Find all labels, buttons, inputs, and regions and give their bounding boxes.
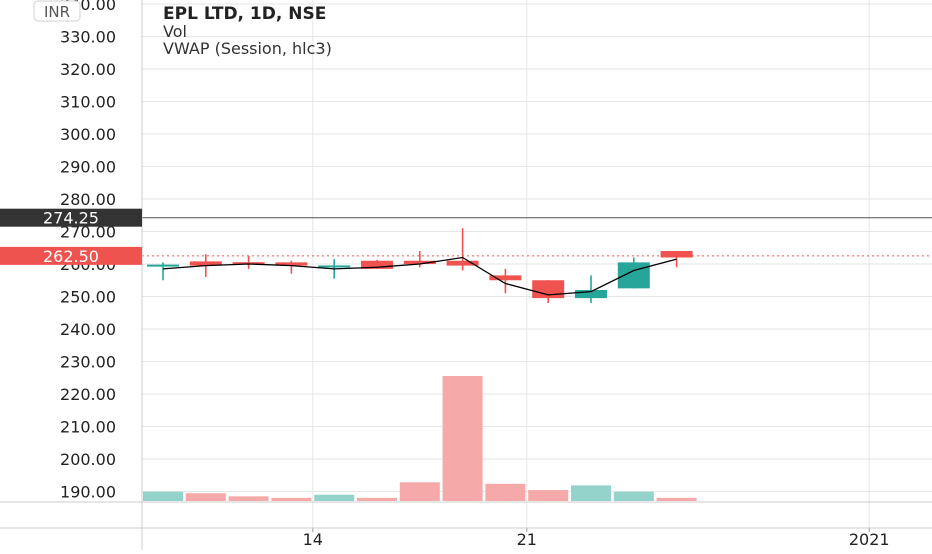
last-price-tag-box: [0, 246, 142, 265]
candle-body: [575, 290, 607, 299]
y-tick-label: 280.00: [60, 190, 116, 209]
volume-bar: [656, 497, 697, 501]
volume-bar: [314, 494, 355, 501]
candle-body: [147, 264, 179, 267]
candle-body: [275, 262, 308, 266]
volume-bar: [442, 376, 483, 501]
volume-bar: [613, 491, 654, 501]
volume-bar: [143, 491, 183, 501]
y-tick-label: 200.00: [60, 450, 116, 469]
y-tick-label: 220.00: [60, 385, 116, 404]
candle: [147, 262, 179, 281]
candle-body: [361, 260, 393, 269]
y-tick-label: 270.00: [60, 223, 116, 242]
candle: [489, 268, 522, 294]
candle-body: [403, 260, 436, 264]
grid: [142, 0, 932, 528]
legend[interactable]: EPL LTD, 1D, NSE Vol VWAP (Session, hlc3…: [163, 4, 332, 58]
legend-volume-label[interactable]: Vol: [163, 22, 187, 41]
y-tick-label: 240.00: [60, 320, 116, 339]
crosshair-price-tag-box: [0, 208, 142, 227]
y-tick-label: 290.00: [60, 158, 116, 177]
candle: [232, 255, 265, 269]
volume-bar: [357, 497, 397, 501]
legend-vwap-label[interactable]: VWAP (Session, hlc3): [163, 39, 332, 58]
candle: [446, 228, 479, 271]
volume-bars: [0, 376, 932, 503]
volume-bar: [528, 490, 569, 501]
candles: [147, 228, 693, 303]
y-tick-label: 310.00: [60, 93, 116, 112]
vwap-polyline: [162, 256, 677, 296]
x-tick-label: 14: [303, 530, 323, 549]
crosshair-price-value: 274.25: [43, 209, 99, 228]
volume-bar: [571, 485, 611, 501]
y-tick-label: 210.00: [60, 418, 116, 437]
candle-body: [318, 265, 351, 268]
last-price-value: 262.50: [43, 247, 99, 266]
y-tick-label: 300.00: [60, 125, 116, 144]
volume-bar: [185, 493, 226, 501]
vwap-line: [162, 256, 677, 296]
y-tick-label: 230.00: [60, 353, 116, 372]
x-tick-label: 2021: [849, 530, 890, 549]
currency-badge-label: INR: [44, 3, 70, 21]
y-tick-label: 320.00: [60, 60, 116, 79]
candle-body: [446, 260, 479, 266]
y-tick-label: 330.00: [60, 28, 116, 47]
candle-body: [232, 262, 265, 265]
crosshair-price-tag: 274.25: [0, 208, 142, 228]
time-axis[interactable]: 14 21 2021: [0, 527, 932, 549]
candle-body: [660, 251, 693, 258]
candle: [617, 257, 650, 289]
currency-badge-box[interactable]: [33, 0, 81, 22]
legend-symbol-title[interactable]: EPL LTD, 1D, NSE: [163, 4, 326, 24]
price-lines: [0, 217, 932, 257]
candle-body: [189, 261, 222, 266]
y-tick-label: 190.00: [60, 483, 116, 502]
candle: [575, 275, 607, 303]
candle-body: [489, 275, 522, 281]
x-tick-label: 21: [517, 530, 537, 549]
volume-bar: [485, 483, 526, 501]
currency-badge[interactable]: INR: [33, 0, 81, 22]
price-axis[interactable]: 190.00 200.00 210.00 220.00 230.00 240.00 250.…: [60, 0, 143, 550]
last-price-tag: 262.50: [0, 246, 142, 266]
candle: [275, 260, 308, 274]
y-tick-label: 250.00: [60, 288, 116, 307]
volume-bar: [228, 496, 269, 501]
volume-bar: [271, 497, 312, 501]
volume-bar: [399, 482, 440, 501]
